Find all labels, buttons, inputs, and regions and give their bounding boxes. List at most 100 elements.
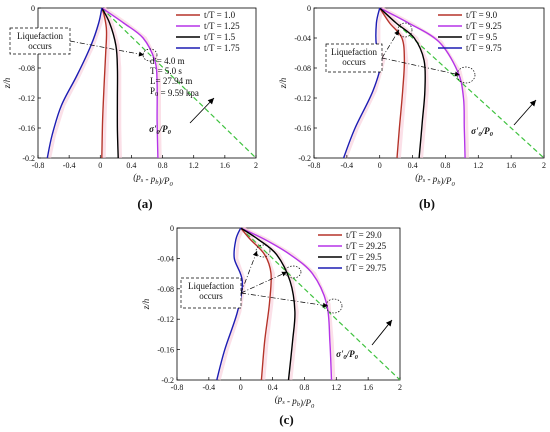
effective-stress-line: [101, 7, 257, 159]
legend-label: t/T = 29.5: [346, 252, 382, 262]
x-tick-label: 0: [239, 383, 243, 392]
series-line-4: [342, 7, 383, 159]
liquefaction-circle: [255, 244, 271, 258]
x-tick-label: -0.8: [171, 383, 184, 392]
x-tick-label: 1.2: [331, 383, 341, 392]
x-tick-label: 0.4: [268, 383, 278, 392]
series-shadow: [381, 6, 429, 159]
legend-label: t/T = 29.75: [346, 263, 387, 273]
x-tick-label: 1.2: [189, 161, 199, 170]
liquefaction-circle: [284, 265, 302, 279]
y-tick-label: -0.12: [18, 94, 35, 103]
y-tick-label: -0.04: [294, 34, 311, 43]
chart-panel-1: -0.8-0.400.40.81.21.620-0.04-0.08-0.12-0…: [2, 4, 258, 211]
y-tick-label: -0.2: [22, 154, 35, 163]
series-shadow: [344, 7, 386, 159]
series-line-4: [46, 7, 103, 159]
x-tick-label: 1.2: [473, 161, 483, 170]
annotation-text: Liquefaction: [188, 281, 234, 291]
arrow-head: [385, 320, 392, 327]
y-tick-label: -0.2: [298, 154, 311, 163]
series-shadow: [48, 7, 106, 159]
param-text: T = 5.0 s: [150, 66, 182, 76]
panel-label: (c): [279, 412, 293, 427]
series-line-2: [240, 227, 333, 381]
x-tick-label: 2: [542, 161, 546, 170]
arrow-head: [394, 30, 399, 36]
legend-label: t/T = 9.0: [466, 10, 498, 20]
y-tick-label: -0.04: [157, 254, 174, 263]
series-line-3: [379, 7, 426, 159]
x-tick-label: 0.8: [440, 161, 450, 170]
arrow-head: [281, 271, 287, 277]
series-shadow: [381, 6, 470, 159]
series-shadow: [242, 226, 336, 381]
y-axis-label: z/h: [278, 77, 288, 89]
x-tick-label: 1.6: [220, 161, 230, 170]
liquefaction-circle: [456, 66, 476, 84]
arrow-head: [207, 98, 214, 105]
y-axis-label: z/h: [141, 298, 151, 310]
y-tick-label: 0: [307, 4, 311, 13]
series-shadow: [103, 6, 162, 159]
series-line-1: [101, 7, 108, 159]
y-tick-label: 0: [170, 224, 174, 233]
annotation-text: Liquefaction: [331, 47, 377, 57]
x-tick-label: -0.4: [203, 383, 216, 392]
legend-label: t/T = 29.0: [346, 230, 382, 240]
effective-stress-line: [379, 7, 545, 159]
annotation-text: occurs: [199, 291, 223, 301]
annotation-text: occurs: [28, 41, 52, 51]
liquefaction-circle: [325, 298, 343, 314]
x-tick-label: 0.4: [126, 161, 136, 170]
x-tick-label: 2: [254, 161, 258, 170]
series-line-2: [101, 7, 159, 159]
x-tick-label: -0.4: [63, 161, 76, 170]
panel-label: (a): [137, 196, 152, 211]
annotation-arrow: [240, 271, 288, 294]
annotation-arrow: [69, 40, 145, 56]
x-tick-label: 1.6: [363, 383, 373, 392]
legend-label: t/T = 1.0: [204, 10, 236, 20]
x-tick-label: 0: [378, 161, 382, 170]
legend-label: t/T = 9.5: [466, 32, 498, 42]
y-tick-label: -0.08: [294, 64, 311, 73]
x-axis-label: (ps - pb)/P0: [275, 394, 315, 410]
series-line-2: [379, 7, 466, 159]
series-shadow: [217, 227, 247, 381]
y-tick-label: -0.16: [18, 124, 35, 133]
annotation-arrow: [381, 29, 400, 59]
legend-label: t/T = 9.75: [466, 43, 502, 53]
series-line-1: [240, 227, 272, 381]
legend-label: t/T = 9.25: [466, 21, 502, 31]
x-tick-label: 2: [398, 383, 402, 392]
liquefaction-circle: [142, 48, 158, 62]
annotation-text: occurs: [342, 57, 366, 67]
x-tick-label: -0.8: [308, 161, 321, 170]
x-axis-label: (ps - pb)/P0: [415, 172, 455, 188]
panel-label: (b): [419, 196, 435, 211]
arrow-head: [529, 100, 536, 107]
liquefaction-circle: [397, 22, 413, 38]
annotation-arrow: [240, 292, 329, 307]
effective-stress-label: σ'0/P0: [149, 124, 172, 136]
series-shadow: [102, 7, 122, 159]
y-tick-label: -0.12: [157, 315, 174, 324]
x-tick-label: 0.8: [158, 161, 168, 170]
x-tick-label: 1.6: [506, 161, 516, 170]
effective-stress-label: σ'0/P0: [471, 126, 494, 138]
y-tick-label: -0.08: [18, 64, 35, 73]
y-axis-label: z/h: [2, 77, 12, 89]
effective-stress-label: σ'0/P0: [336, 349, 359, 361]
y-tick-label: -0.2: [161, 376, 174, 385]
x-tick-label: 0: [98, 161, 102, 170]
annotation-box: [325, 43, 383, 73]
chart-panel-3: -0.8 -0.4 0 0.4 0.8 1.2 1.6 2 0 -0.04 -0.08 -0.12 -0…: [141, 224, 402, 427]
y-tick-label: -0.16: [157, 346, 174, 355]
x-tick-label: -0.8: [32, 161, 45, 170]
legend-label: t/T = 1.25: [204, 21, 240, 31]
series-line-3: [101, 7, 119, 159]
annotation-box: [9, 27, 71, 55]
legend-label: t/T = 1.5: [204, 32, 236, 42]
